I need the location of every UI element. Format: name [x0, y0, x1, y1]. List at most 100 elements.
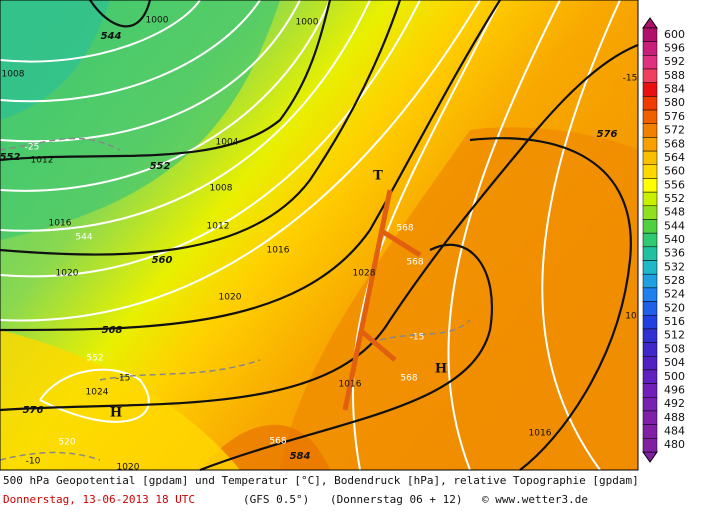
map-label: 584: [290, 451, 311, 462]
low-marker: T: [373, 169, 383, 184]
map-label: -25: [25, 143, 40, 153]
legend-label: 536: [664, 247, 685, 260]
legend-swatch: [642, 178, 658, 193]
map-label: 1004: [216, 138, 239, 148]
map-labels: 1000 1000 544 1008 1004 -25 552 1012 552…: [0, 16, 637, 473]
legend-label: 564: [664, 151, 685, 164]
map-label: 10: [625, 312, 637, 322]
legend-label: 572: [664, 124, 685, 137]
map-label: 1024: [86, 388, 109, 398]
legend-label: 580: [664, 96, 685, 109]
map-label: 568: [269, 437, 286, 447]
map-label: 1016: [267, 246, 290, 256]
map-label: 544: [101, 31, 122, 42]
legend-swatch: [642, 232, 658, 248]
legend-arrow-top: [642, 17, 658, 29]
map-label: 1020: [219, 293, 242, 303]
legend-swatch: [642, 342, 658, 357]
legend-label: 488: [664, 411, 685, 424]
map-label: 560: [152, 255, 173, 266]
legend-swatch: [642, 246, 658, 261]
legend-label: 560: [664, 165, 685, 178]
legend-label: 508: [664, 342, 685, 355]
isobars: [0, 0, 620, 470]
map-label: 568: [396, 224, 413, 234]
legend-label: 512: [664, 329, 685, 342]
legend-label: 484: [664, 424, 685, 437]
legend-swatch: [642, 369, 658, 384]
map-label: 1008: [210, 184, 233, 194]
map-label: 544: [75, 233, 92, 243]
legend-label: 524: [664, 288, 685, 301]
high-marker: H: [435, 362, 447, 377]
map-label: -15: [116, 374, 131, 384]
legend-label: 528: [664, 274, 685, 287]
map-label: 568: [400, 374, 417, 384]
legend-swatch: [642, 205, 658, 220]
legend-swatch: [642, 96, 658, 111]
legend-swatch: [642, 397, 658, 412]
legend-label: 520: [664, 301, 685, 314]
legend-swatch: [642, 438, 658, 453]
map-label: 568: [406, 258, 423, 268]
footer-model: (GFS 0.5°): [243, 493, 309, 506]
legend-label: 504: [664, 356, 685, 369]
footer-run: (Donnerstag 06 + 12): [330, 493, 462, 506]
legend-swatch: [642, 273, 658, 289]
legend-label: 552: [664, 192, 685, 205]
footer-title: 500 hPa Geopotential [gpdam] und Tempera…: [3, 474, 639, 487]
map-label: 576: [23, 405, 44, 416]
trough-axis: [342, 189, 422, 411]
map-label: 576: [597, 129, 618, 140]
legend-label: 596: [664, 42, 685, 55]
legend-swatch: [642, 328, 658, 343]
map-label: -15: [410, 333, 425, 343]
legend-swatch: [642, 137, 658, 152]
legend-swatch: [642, 383, 658, 398]
geopotential-lines: [0, 0, 639, 472]
footer-credit: © www.wetter3.de: [482, 493, 588, 506]
legend-label: 576: [664, 110, 685, 123]
legend-label: 540: [664, 233, 685, 246]
legend-swatch: [642, 424, 658, 439]
legend-swatch: [642, 287, 658, 302]
legend-swatch: [642, 55, 658, 70]
legend-label: 532: [664, 260, 685, 273]
legend-swatch: [642, 356, 658, 371]
map-frame: [0, 0, 639, 471]
legend-swatch: [642, 123, 658, 138]
legend-swatch: [642, 164, 658, 179]
map-label: 1000: [146, 16, 169, 26]
legend-label: 568: [664, 137, 685, 150]
map-label: 1000: [296, 18, 319, 28]
legend-label: 516: [664, 315, 685, 328]
legend-swatch: [642, 410, 658, 425]
legend-swatch: [642, 41, 658, 56]
map-label: 1016: [529, 429, 552, 439]
map-label: -10: [26, 457, 41, 467]
legend-label: 592: [664, 55, 685, 68]
legend-label: 556: [664, 178, 685, 191]
map-label: 552: [150, 161, 171, 172]
legend-swatch: [642, 314, 658, 330]
map-label: 1028: [353, 269, 376, 279]
legend-label: 500: [664, 370, 685, 383]
map-label: 1016: [339, 380, 362, 390]
legend-label: 584: [664, 83, 685, 96]
map-label: 552: [86, 354, 103, 364]
map-label: -15: [623, 74, 638, 84]
legend-label: 496: [664, 383, 685, 396]
legend-label: 588: [664, 69, 685, 82]
legend-swatch: [642, 27, 658, 42]
legend-label: 544: [664, 219, 685, 232]
high-marker: H: [110, 406, 122, 421]
legend-swatch: [642, 82, 658, 97]
legend-swatch: [642, 68, 658, 83]
legend-swatch: [642, 191, 658, 207]
map-label: 1016: [49, 219, 72, 229]
south-yellow: [0, 330, 240, 470]
legend-label: 548: [664, 206, 685, 219]
map-label: 568: [102, 325, 123, 336]
legend-swatch: [642, 301, 658, 316]
color-legend: 6005965925885845805765725685645605565525…: [642, 17, 685, 463]
